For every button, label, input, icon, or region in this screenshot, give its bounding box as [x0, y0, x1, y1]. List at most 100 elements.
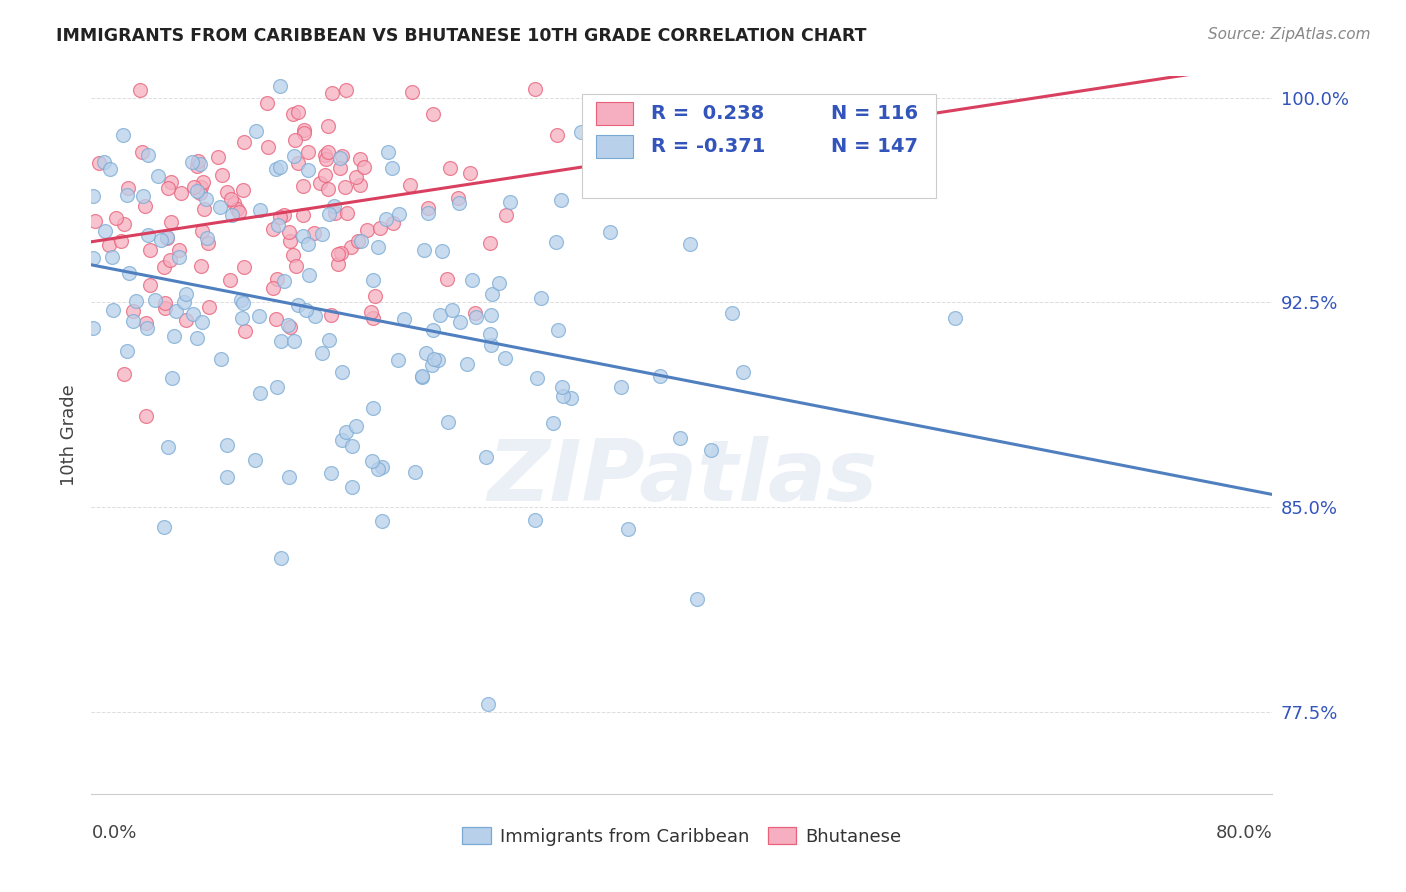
Point [650, 369, 672, 384]
Point [160, 371, 183, 385]
Legend: Immigrants from Caribbean, Bhutanese: Immigrants from Caribbean, Bhutanese [456, 820, 908, 853]
Point [138, 227, 160, 242]
Point [449, 315, 471, 329]
Point [269, 210, 291, 224]
Point [156, 230, 179, 244]
Point [335, 180, 357, 194]
Point [157, 440, 180, 454]
Point [235, 324, 257, 338]
Point [82, 320, 104, 334]
Point [314, 148, 336, 162]
Point [157, 180, 180, 194]
Point [215, 185, 238, 199]
Point [122, 313, 145, 327]
Point [551, 380, 574, 394]
Point [188, 186, 211, 200]
Point [546, 235, 568, 249]
Bar [596, 102, 634, 125]
Point [125, 293, 148, 308]
Point [488, 276, 510, 290]
Point [229, 293, 252, 307]
Point [160, 175, 183, 189]
Point [278, 320, 301, 334]
Point [321, 86, 343, 100]
Point [111, 128, 134, 142]
Point [364, 289, 387, 303]
Point [278, 470, 301, 484]
Point [329, 246, 352, 260]
Point [401, 85, 423, 99]
Text: IMMIGRANTS FROM CARIBBEAN VS BHUTANESE 10TH GRADE CORRELATION CHART: IMMIGRANTS FROM CARIBBEAN VS BHUTANESE 1… [56, 27, 866, 45]
Point [494, 351, 516, 365]
Point [314, 168, 336, 182]
Point [167, 244, 190, 258]
Point [297, 145, 319, 159]
Point [181, 155, 204, 169]
Point [340, 439, 363, 453]
Point [84, 213, 107, 227]
Text: R =  0.238: R = 0.238 [651, 103, 765, 123]
Point [195, 192, 218, 206]
Point [270, 551, 292, 566]
Point [278, 234, 301, 248]
Point [411, 369, 433, 384]
Point [287, 155, 309, 169]
Point [340, 479, 363, 493]
Point [422, 351, 444, 366]
Point [360, 304, 382, 318]
Point [599, 225, 621, 239]
Point [308, 176, 330, 190]
Point [117, 266, 139, 280]
Point [546, 128, 568, 143]
Text: R = -0.371: R = -0.371 [651, 136, 766, 156]
Text: N = 116: N = 116 [831, 103, 918, 123]
Point [318, 333, 340, 347]
Point [292, 178, 315, 193]
Point [316, 145, 339, 159]
Point [323, 205, 346, 219]
Point [326, 246, 349, 260]
Point [547, 323, 569, 337]
Point [298, 268, 321, 282]
Point [499, 195, 522, 210]
Point [380, 161, 402, 175]
Point [477, 697, 499, 711]
Point [332, 365, 354, 379]
Point [110, 234, 132, 248]
Point [335, 425, 357, 439]
Point [153, 301, 176, 315]
Point [100, 251, 122, 265]
Point [262, 281, 284, 295]
Point [132, 189, 155, 203]
Point [478, 236, 501, 251]
Point [270, 334, 292, 348]
Point [207, 150, 229, 164]
Point [436, 415, 458, 429]
Point [356, 223, 378, 237]
Point [388, 207, 411, 221]
Point [117, 343, 139, 358]
Point [278, 225, 301, 239]
Point [232, 260, 254, 275]
Point [387, 353, 409, 368]
Point [458, 166, 481, 180]
Point [321, 308, 343, 322]
Point [215, 470, 238, 484]
Point [479, 338, 502, 352]
Point [163, 329, 186, 343]
Point [94, 224, 117, 238]
Point [449, 195, 471, 210]
Point [243, 453, 266, 467]
Point [263, 222, 285, 236]
Point [720, 305, 742, 319]
Point [195, 231, 218, 245]
Point [429, 308, 451, 322]
Point [249, 203, 271, 218]
Point [367, 462, 389, 476]
Point [82, 251, 104, 265]
Point [283, 148, 305, 162]
Bar [596, 135, 634, 158]
Point [543, 416, 565, 430]
Point [188, 157, 211, 171]
Point [226, 202, 249, 216]
